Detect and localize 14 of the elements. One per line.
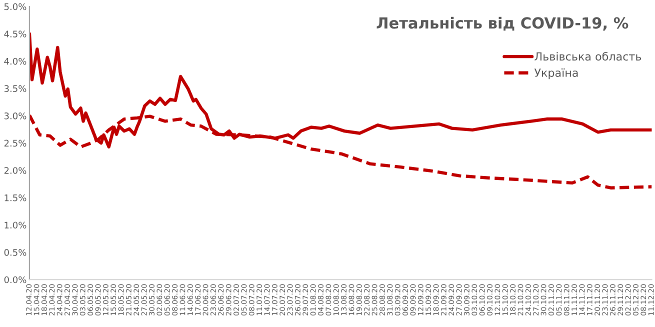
y-tick-label: 4.0% (4, 58, 26, 65)
y-tick-label: 5.0% (4, 3, 26, 10)
y-tick-label: 4.5% (4, 30, 26, 38)
y-tick-label: 3.0% (4, 112, 26, 120)
y-tick-label: 2.0% (4, 167, 26, 174)
y-tick-label: 1.5% (4, 194, 26, 202)
y-tick-label: 1.0% (4, 222, 26, 229)
y-tick-label: 0.0% (4, 276, 26, 284)
legend-label: Україна (534, 68, 578, 80)
legend-label: Львівська область (534, 52, 642, 61)
y-tick-label: 0.5% (4, 249, 26, 256)
y-tick-label: 2.5% (4, 140, 26, 147)
y-tick-label: 3.5% (4, 85, 26, 92)
text: Летальність від COVID-19, % (376, 16, 628, 31)
